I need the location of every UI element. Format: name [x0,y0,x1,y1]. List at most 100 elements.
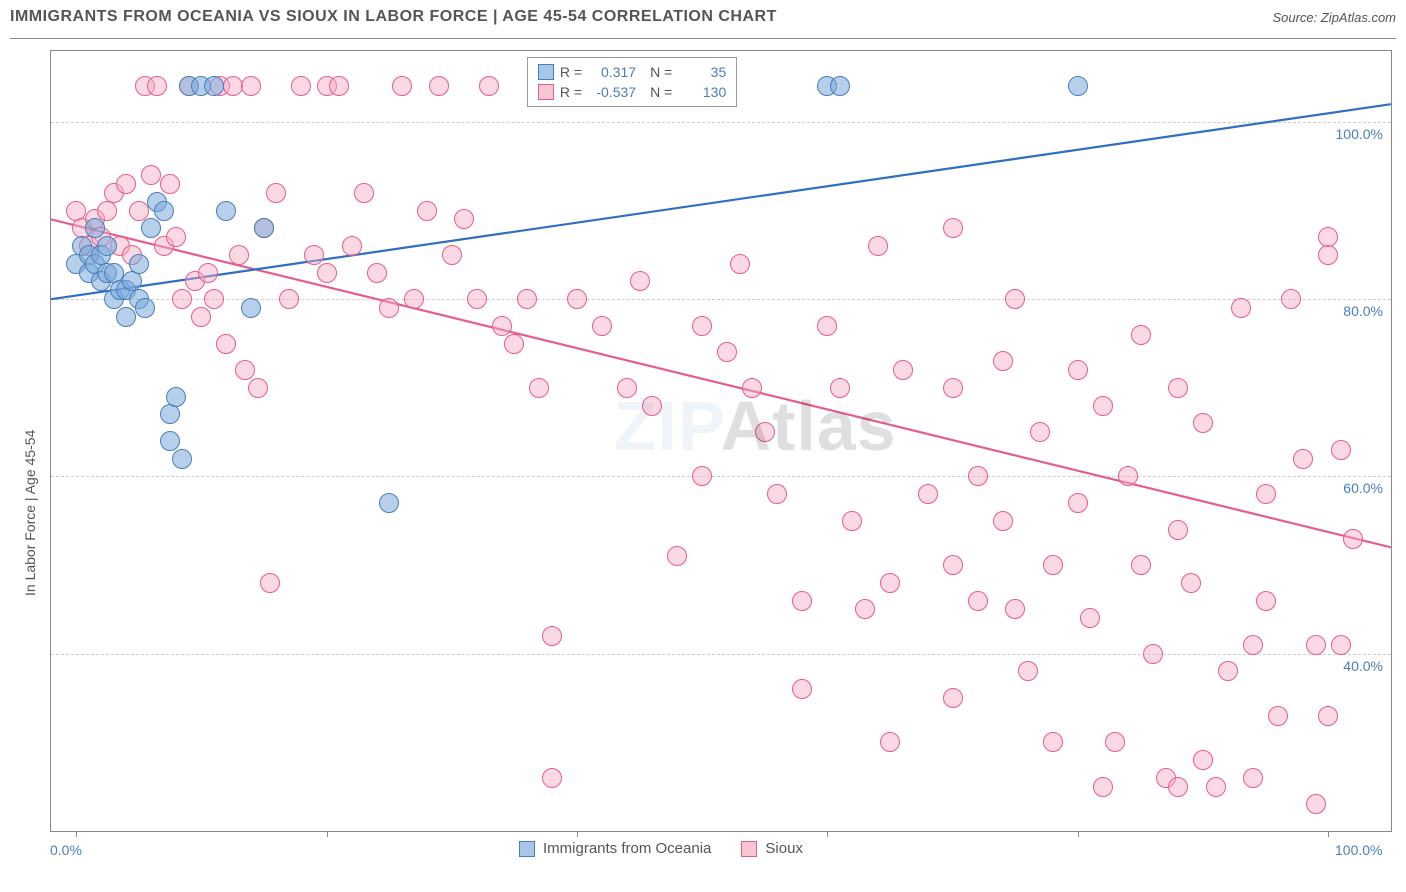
legend-n-label: N = [650,82,672,102]
scatter-point [893,360,913,380]
scatter-point [204,76,224,96]
scatter-point [592,316,612,336]
scatter-point [1068,360,1088,380]
legend-n-value: 130 [678,82,726,102]
legend-row: R =-0.537N =130 [538,82,726,102]
x-tick [577,831,578,837]
scatter-point [354,183,374,203]
scatter-point [342,236,362,256]
y-tick-label: 60.0% [1343,480,1383,496]
scatter-point [166,227,186,247]
scatter-point [260,573,280,593]
scatter-point [1343,529,1363,549]
x-axis-max-label: 100.0% [1335,842,1382,858]
legend-n-label: N = [650,62,672,82]
scatter-point [517,289,537,309]
scatter-point [943,688,963,708]
scatter-point [216,334,236,354]
x-tick [327,831,328,837]
scatter-point [1331,635,1351,655]
scatter-point [1105,732,1125,752]
grid-line [51,476,1391,477]
scatter-point [160,431,180,451]
scatter-point [1068,76,1088,96]
x-axis-min-label: 0.0% [50,842,82,858]
scatter-point [216,201,236,221]
scatter-point [868,236,888,256]
scatter-point [1093,396,1113,416]
scatter-point [1005,289,1025,309]
scatter-point [417,201,437,221]
scatter-point [1030,422,1050,442]
scatter-point [792,591,812,611]
scatter-point [1193,413,1213,433]
legend-label: Immigrants from Oceania [543,840,711,857]
scatter-point [85,218,105,238]
scatter-point [1331,440,1351,460]
x-tick [1328,831,1329,837]
y-tick-label: 100.0% [1336,126,1383,142]
scatter-point [1193,750,1213,770]
scatter-point [1131,555,1151,575]
scatter-point [993,351,1013,371]
scatter-point [1018,661,1038,681]
scatter-point [1256,484,1276,504]
scatter-point [1043,555,1063,575]
scatter-point [730,254,750,274]
legend-r-label: R = [560,82,582,102]
scatter-point [767,484,787,504]
scatter-point [266,183,286,203]
scatter-point [1268,706,1288,726]
scatter-point [241,76,261,96]
scatter-point [135,298,155,318]
scatter-point [235,360,255,380]
scatter-point [379,493,399,513]
scatter-point [1318,245,1338,265]
scatter-point [404,289,424,309]
scatter-point [1118,466,1138,486]
scatter-point [1218,661,1238,681]
legend-swatch [519,841,535,857]
scatter-point [97,236,117,256]
scatter-point [223,76,243,96]
scatter-point [1231,298,1251,318]
scatter-point [642,396,662,416]
scatter-point [379,298,399,318]
scatter-point [567,289,587,309]
scatter-point [1318,706,1338,726]
scatter-point [172,449,192,469]
scatter-point [1293,449,1313,469]
scatter-point [617,378,637,398]
legend-r-label: R = [560,62,582,82]
scatter-point [1206,777,1226,797]
scatter-point [129,254,149,274]
y-axis-title: In Labor Force | Age 45-54 [22,430,38,596]
scatter-point [842,511,862,531]
scatter-point [1043,732,1063,752]
scatter-point [742,378,762,398]
correlation-legend: R =0.317N =35R =-0.537N =130 [527,57,737,107]
scatter-point [1093,777,1113,797]
scatter-point [692,316,712,336]
scatter-point [943,378,963,398]
x-tick [827,831,828,837]
x-tick [76,831,77,837]
scatter-point [241,298,261,318]
scatter-point [542,626,562,646]
scatter-point [329,76,349,96]
scatter-point [717,342,737,362]
scatter-point [1131,325,1151,345]
scatter-point [160,404,180,424]
scatter-point [692,466,712,486]
scatter-point [129,201,149,221]
trend-line [51,104,1391,299]
scatter-point [204,289,224,309]
scatter-point [630,271,650,291]
scatter-point [529,378,549,398]
scatter-point [880,732,900,752]
scatter-point [492,316,512,336]
grid-line [51,122,1391,123]
scatter-point [1243,635,1263,655]
legend-swatch [538,64,554,80]
scatter-point [1168,777,1188,797]
